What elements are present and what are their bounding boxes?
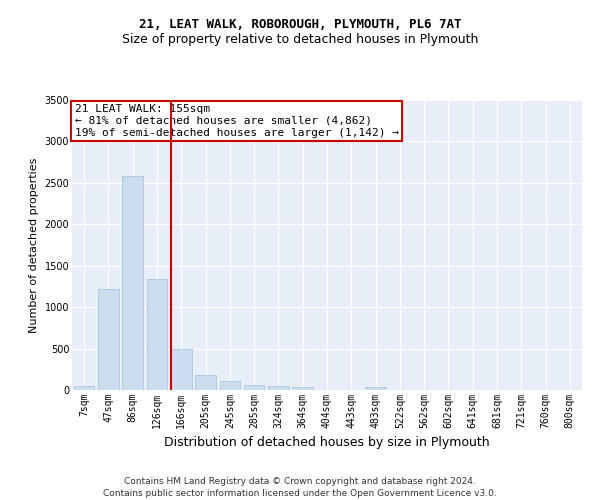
Bar	[74, 386, 94, 390]
Bar	[195, 374, 216, 390]
X-axis label: Distribution of detached houses by size in Plymouth: Distribution of detached houses by size …	[164, 436, 490, 450]
Text: Contains HM Land Registry data © Crown copyright and database right 2024.
Contai: Contains HM Land Registry data © Crown c…	[103, 476, 497, 498]
Text: 21 LEAT WALK: 155sqm
← 81% of detached houses are smaller (4,862)
19% of semi-de: 21 LEAT WALK: 155sqm ← 81% of detached h…	[74, 104, 398, 138]
Bar	[268, 386, 289, 390]
Text: 21, LEAT WALK, ROBOROUGH, PLYMOUTH, PL6 7AT: 21, LEAT WALK, ROBOROUGH, PLYMOUTH, PL6 …	[139, 18, 461, 30]
Bar	[244, 386, 265, 390]
Bar	[98, 289, 119, 390]
Bar	[146, 279, 167, 390]
Bar	[292, 387, 313, 390]
Bar	[122, 176, 143, 390]
Bar	[365, 386, 386, 390]
Text: Size of property relative to detached houses in Plymouth: Size of property relative to detached ho…	[122, 32, 478, 46]
Bar	[220, 382, 240, 390]
Bar	[171, 350, 191, 390]
Y-axis label: Number of detached properties: Number of detached properties	[29, 158, 39, 332]
